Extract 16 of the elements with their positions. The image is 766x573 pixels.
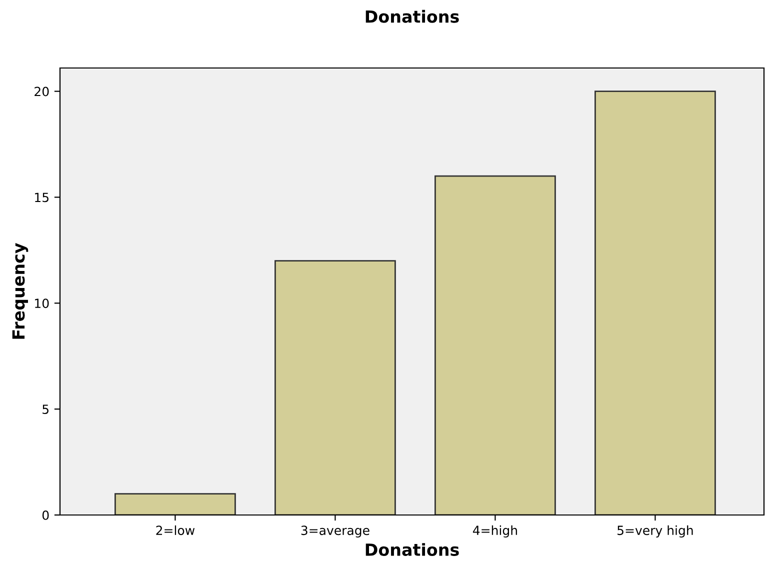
y-axis-title: Frequency <box>12 243 28 339</box>
x-axis-title: Donations <box>366 543 459 556</box>
y-tick-label: 10 <box>35 298 49 308</box>
chart-title: Donations <box>366 10 459 23</box>
bar <box>114 493 236 515</box>
y-tick-label: 0 <box>42 510 49 520</box>
y-tick-label: 20 <box>34 86 49 96</box>
bar <box>434 175 556 515</box>
y-tick-label: 15 <box>35 192 48 202</box>
bar <box>594 90 716 515</box>
y-tick-label: 5 <box>42 404 48 414</box>
bar <box>274 260 396 515</box>
x-tick-label: 5=very high <box>618 525 693 538</box>
x-tick-label: 4=high <box>472 525 517 538</box>
x-tick-label: 3=average <box>301 526 370 538</box>
x-tick-label: 2=low <box>156 525 195 536</box>
